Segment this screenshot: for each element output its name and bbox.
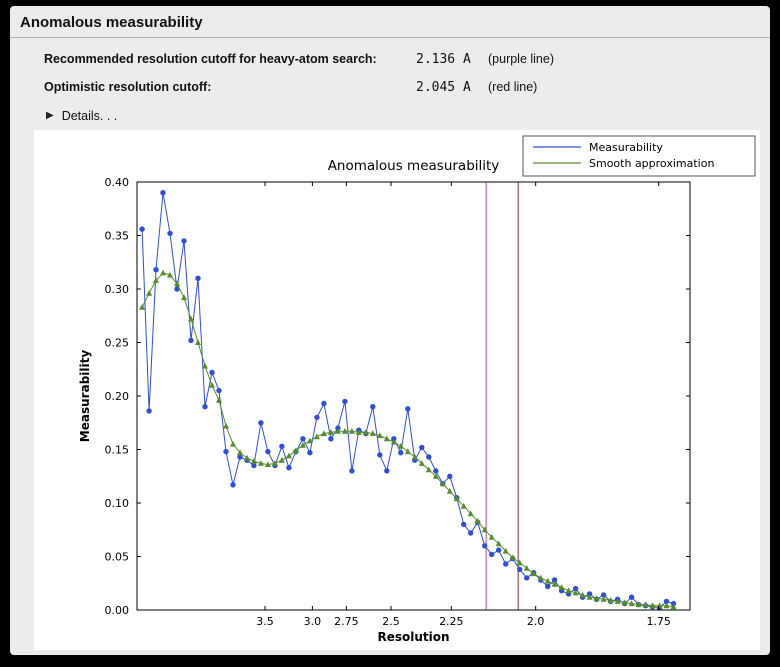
series-markers-triangle — [139, 269, 677, 610]
recommended-cutoff-value: 2.136 A — [416, 52, 471, 67]
disclosure-triangle-icon: ▶ — [46, 110, 54, 121]
optimistic-cutoff-label: Optimistic resolution cutoff: — [44, 80, 212, 94]
x-tick-label: 1.75 — [646, 615, 671, 628]
y-tick-label: 0.35 — [105, 230, 130, 243]
x-tick-label: 2.0 — [527, 615, 545, 628]
cutoff-row-optimistic: Optimistic resolution cutoff: 2.045 A (r… — [44, 80, 537, 95]
details-disclosure[interactable]: ▶ Details. . . — [46, 109, 117, 123]
y-tick-label: 0.10 — [105, 497, 130, 510]
y-axis-label: Measurability — [78, 350, 92, 443]
recommended-cutoff-note: (purple line) — [488, 52, 555, 66]
recommended-cutoff-label: Recommended resolution cutoff for heavy-… — [44, 52, 377, 66]
title-separator — [10, 37, 770, 38]
y-tick-label: 0.05 — [105, 551, 130, 564]
series-line-circle — [141, 192, 674, 609]
optimistic-cutoff-value: 2.045 A — [416, 80, 471, 95]
legend-label: Measurability — [589, 141, 663, 154]
legend-label: Smooth approximation — [589, 157, 714, 170]
y-tick-label: 0.30 — [105, 283, 130, 296]
x-tick-label: 2.75 — [334, 615, 359, 628]
figure-canvas: 3.5 3.0 2.75 2.5 2.25 2.0 1.75 0.00 0.05 0.10 0.15… — [34, 130, 760, 650]
x-tick-label: 2.5 — [382, 615, 400, 628]
x-axis-label: Resolution — [377, 630, 449, 644]
x-tick-label: 3.5 — [256, 615, 274, 628]
y-tick-label: 0.25 — [105, 337, 130, 350]
x-tick-label: 3.0 — [304, 615, 322, 628]
details-label: Details. . . — [61, 109, 118, 123]
chart-title: Anomalous measurability — [328, 158, 500, 174]
legend: Measurability Smooth approximation — [522, 135, 756, 177]
y-tick-label: 0.00 — [105, 604, 130, 617]
window: Anomalous measurability Recommended reso… — [10, 6, 770, 655]
panel-title: Anomalous measurability — [20, 14, 203, 31]
y-tick-label: 0.40 — [105, 176, 130, 189]
x-tick-label: 2.25 — [439, 615, 464, 628]
optimistic-cutoff-note: (red line) — [488, 80, 538, 94]
cutoff-row-recommended: Recommended resolution cutoff for heavy-… — [44, 52, 554, 67]
series-line-triangle — [141, 272, 674, 608]
y-tick-label: 0.20 — [105, 390, 130, 403]
measurability-chart: 3.5 3.0 2.75 2.5 2.25 2.0 1.75 0.00 0.05 0.10 0.15… — [78, 135, 756, 644]
y-tick-label: 0.15 — [105, 444, 130, 457]
